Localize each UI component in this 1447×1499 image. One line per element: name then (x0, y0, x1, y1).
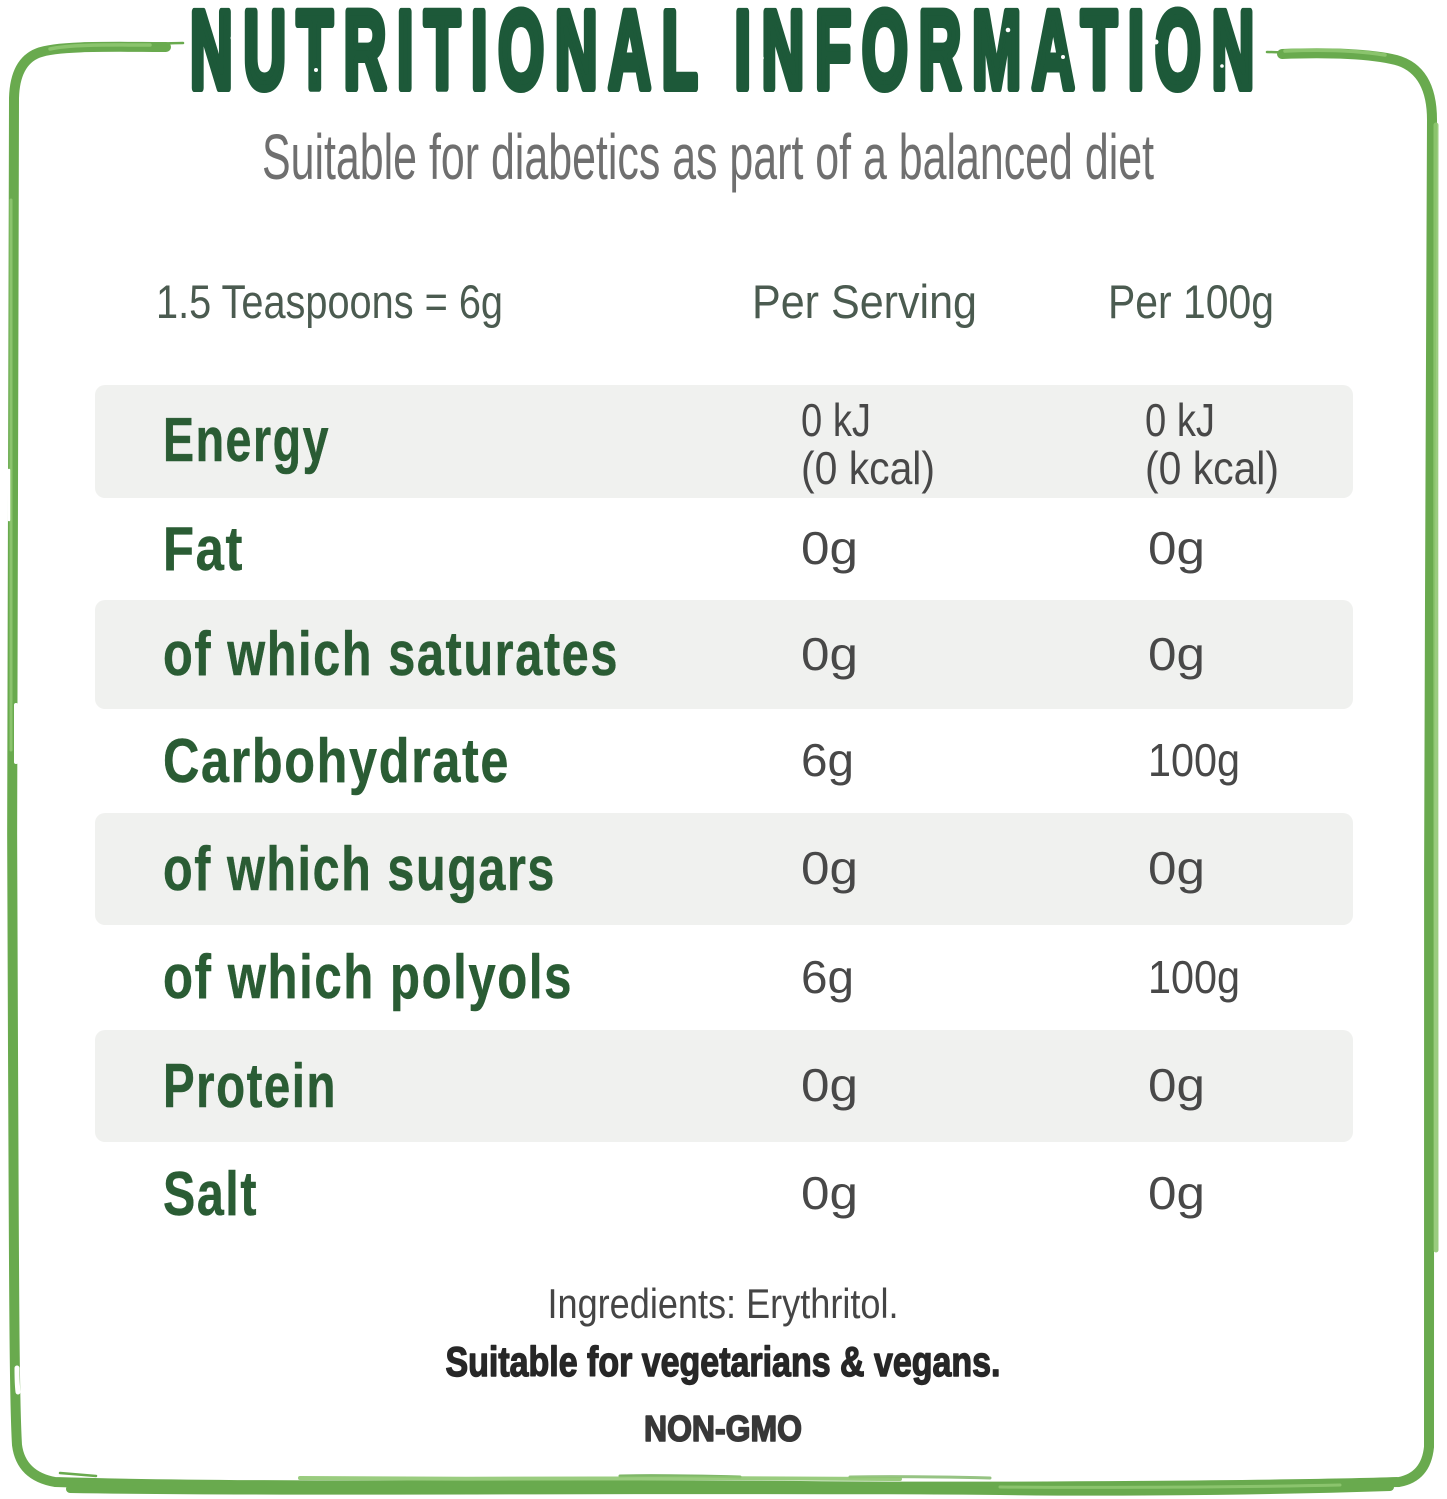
svg-text:6g: 6g (801, 734, 854, 786)
svg-text:Per Serving: Per Serving (752, 275, 977, 328)
svg-text:100g: 100g (1148, 734, 1240, 786)
svg-text:0 kJ: 0 kJ (801, 394, 871, 446)
svg-text:100g: 100g (1148, 951, 1240, 1003)
svg-text:0g: 0g (1148, 522, 1205, 574)
svg-text:0g: 0g (1148, 628, 1205, 680)
svg-text:Fat: Fat (163, 515, 244, 584)
svg-text:1.5 Teaspoons = 6g: 1.5 Teaspoons = 6g (156, 275, 503, 328)
svg-text:Suitable for vegetarians & veg: Suitable for vegetarians & vegans. (446, 1338, 1001, 1385)
svg-text:0g: 0g (801, 628, 858, 680)
svg-text:0g: 0g (1148, 1167, 1205, 1219)
svg-text:(0 kcal): (0 kcal) (1145, 442, 1279, 494)
svg-text:0g: 0g (801, 842, 858, 894)
svg-text:Energy: Energy (163, 406, 330, 475)
svg-text:of which polyols: of which polyols (163, 943, 573, 1012)
svg-text:Carbohydrate: Carbohydrate (163, 727, 510, 796)
svg-text:0g: 0g (1148, 842, 1205, 894)
svg-text:Suitable for diabetics as part: Suitable for diabetics as part of a bala… (262, 121, 1154, 193)
svg-text:Salt: Salt (163, 1160, 258, 1229)
svg-text:Per 100g: Per 100g (1108, 275, 1274, 328)
svg-text:NUTRITIONAL INFORMATION: NUTRITIONAL INFORMATION (190, 0, 1265, 112)
svg-text:0g: 0g (1148, 1059, 1205, 1111)
svg-text:NON-GMO: NON-GMO (644, 1408, 802, 1449)
svg-text:0 kJ: 0 kJ (1145, 394, 1215, 446)
svg-text:Ingredients: Erythritol.: Ingredients: Erythritol. (548, 1280, 899, 1327)
svg-text:of which sugars: of which sugars (163, 835, 556, 904)
svg-text:(0 kcal): (0 kcal) (801, 442, 935, 494)
svg-text:of which saturates: of which saturates (163, 620, 619, 689)
svg-text:0g: 0g (801, 522, 858, 574)
svg-text:Protein: Protein (163, 1052, 337, 1121)
svg-text:6g: 6g (801, 951, 854, 1003)
svg-text:0g: 0g (801, 1059, 858, 1111)
svg-text:0g: 0g (801, 1167, 858, 1219)
